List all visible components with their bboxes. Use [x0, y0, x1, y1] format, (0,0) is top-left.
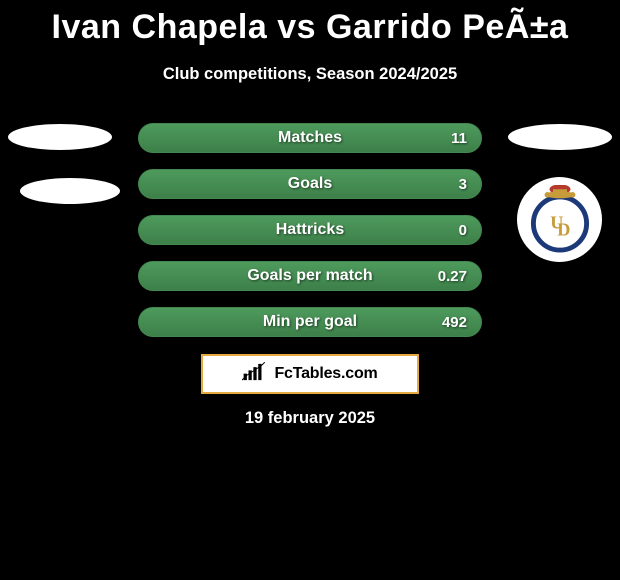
stat-value: 11 — [451, 124, 467, 152]
bar-chart-icon — [242, 362, 268, 387]
stat-row-min-per-goal: Min per goal 492 — [138, 307, 482, 337]
stat-row-hattricks: Hattricks 0 — [138, 215, 482, 245]
club-crest-icon: U D — [517, 177, 602, 262]
svg-text:D: D — [557, 219, 570, 239]
placeholder-badge-left-2 — [20, 178, 120, 204]
stat-row-goals: Goals 3 — [138, 169, 482, 199]
stats-list: Matches 11 Goals 3 Hattricks 0 Goals per… — [138, 123, 482, 353]
stat-label: Goals — [139, 170, 481, 198]
stat-label: Hattricks — [139, 216, 481, 244]
page-subtitle: Club competitions, Season 2024/2025 — [0, 65, 620, 84]
stat-row-goals-per-match: Goals per match 0.27 — [138, 261, 482, 291]
placeholder-badge-right-1 — [508, 124, 612, 150]
stat-value: 492 — [442, 308, 467, 336]
stat-value: 0.27 — [438, 262, 467, 290]
stat-value: 0 — [459, 216, 467, 244]
date-label: 19 february 2025 — [0, 409, 620, 428]
brand-badge[interactable]: FcTables.com — [201, 354, 419, 394]
stat-value: 3 — [459, 170, 467, 198]
stat-label: Goals per match — [139, 262, 481, 290]
stat-label: Matches — [139, 124, 481, 152]
page-title: Ivan Chapela vs Garrido PeÃ±a — [0, 0, 620, 47]
brand-text: FcTables.com — [274, 365, 377, 383]
stat-row-matches: Matches 11 — [138, 123, 482, 153]
placeholder-badge-left-1 — [8, 124, 112, 150]
comparison-card: Ivan Chapela vs Garrido PeÃ±a Club compe… — [0, 0, 620, 580]
stat-label: Min per goal — [139, 308, 481, 336]
